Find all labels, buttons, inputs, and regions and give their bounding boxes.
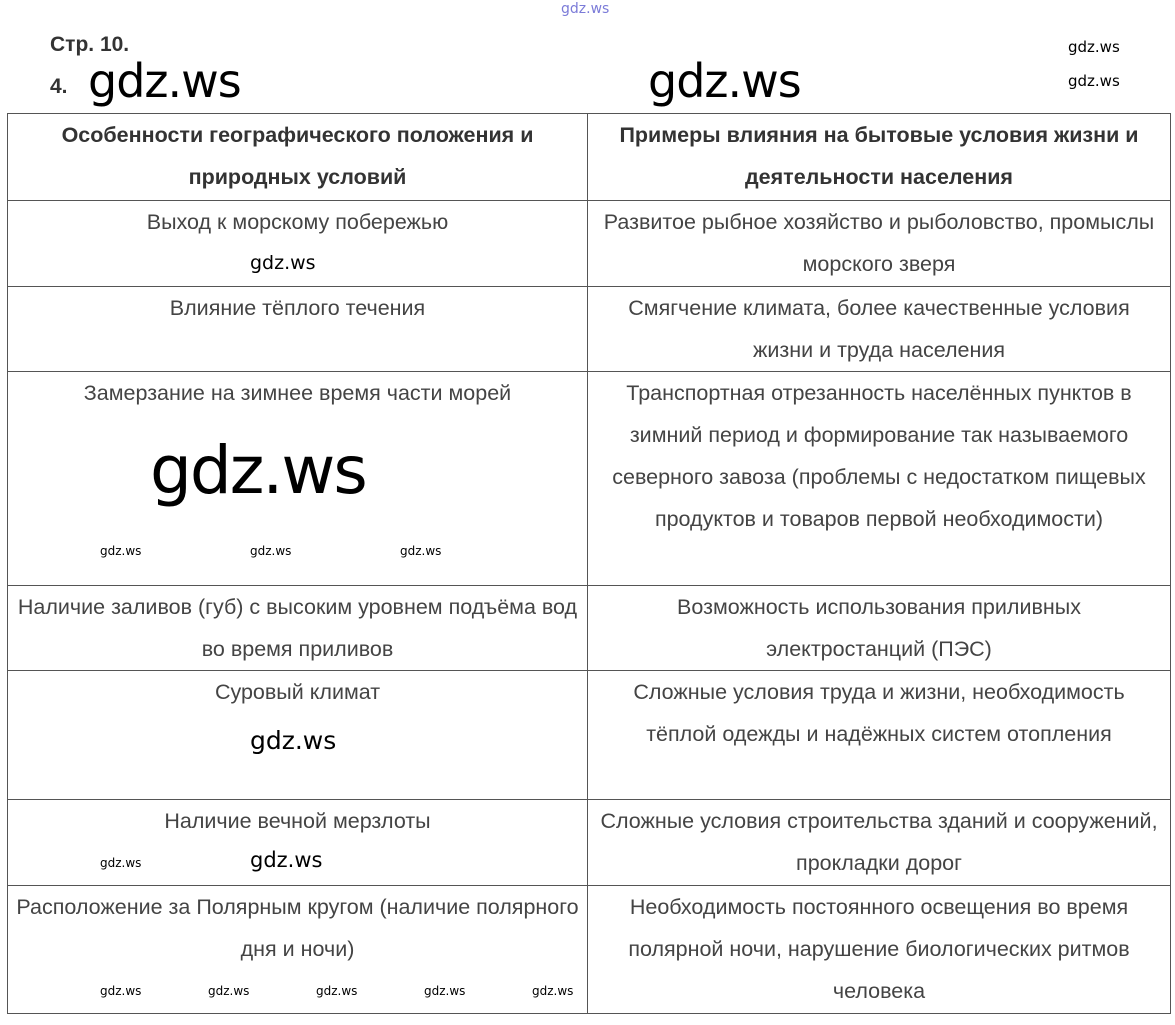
- table-row: Суровый климат Сложные условия труда и ж…: [7, 670, 1171, 800]
- watermark: gdz.ws: [250, 544, 292, 558]
- table-header-row: Особенности географического положения и …: [7, 113, 1171, 201]
- watermark: gdz.ws: [250, 252, 316, 274]
- header-cell: Особенности географического положения и …: [7, 113, 588, 201]
- table-row: Замерзание на зимнее время части морей Т…: [7, 371, 1171, 586]
- watermark: gdz.ws: [424, 984, 466, 998]
- table-cell: Расположение за Полярным кругом (наличие…: [7, 885, 588, 1014]
- table-row: Расположение за Полярным кругом (наличие…: [7, 885, 1171, 1014]
- watermark: gdz.ws: [88, 54, 242, 108]
- table-cell: Возможность использования приливных элек…: [587, 585, 1171, 671]
- watermark: gdz.ws: [1068, 38, 1120, 56]
- watermark: gdz.ws: [208, 984, 250, 998]
- table-cell: Сложные условия труда и жизни, необходим…: [587, 670, 1171, 800]
- watermark: gdz.ws: [100, 544, 142, 558]
- table-cell: Влияние тёплого течения: [7, 286, 588, 372]
- watermark: gdz.ws: [1068, 72, 1120, 90]
- task-number: 4.: [50, 75, 68, 98]
- table-cell: Наличие вечной мерзлоты: [7, 799, 588, 886]
- table-cell: Необходимость постоянного освещения во в…: [587, 885, 1171, 1014]
- watermark: gdz.ws: [250, 726, 337, 755]
- table-cell: Выход к морскому побережью: [7, 200, 588, 287]
- table-cell: Суровый климат: [7, 670, 588, 800]
- watermark: gdz.ws: [316, 984, 358, 998]
- answer-table: Особенности географического положения и …: [7, 113, 1171, 1014]
- watermark: gdz.ws: [250, 848, 323, 872]
- page-label: Стр. 10.: [50, 33, 130, 56]
- table-cell: Развитое рыбное хозяйство и рыболовство,…: [587, 200, 1171, 287]
- table-cell: Смягчение климата, более качественные ус…: [587, 286, 1171, 372]
- watermark: gdz.ws: [100, 984, 142, 998]
- table-cell: Замерзание на зимнее время части морей: [7, 371, 588, 586]
- table-row: Наличие вечной мерзлоты Сложные условия …: [7, 799, 1171, 886]
- table-row: Выход к морскому побережью Развитое рыбн…: [7, 200, 1171, 287]
- table-row: Наличие заливов (губ) с высоким уровнем …: [7, 585, 1171, 671]
- table-cell: Сложные условия строительства зданий и с…: [587, 799, 1171, 886]
- table-cell: Наличие заливов (губ) с высоким уровнем …: [7, 585, 588, 671]
- watermark: gdz.ws: [561, 1, 610, 17]
- header-cell: Примеры влияния на бытовые условия жизни…: [587, 113, 1171, 201]
- watermark: gdz.ws: [648, 54, 802, 108]
- watermark: gdz.ws: [532, 984, 574, 998]
- watermark: gdz.ws: [400, 544, 442, 558]
- watermark: gdz.ws: [100, 856, 142, 870]
- table-row: Влияние тёплого течения Смягчение климат…: [7, 286, 1171, 372]
- table-cell: Транспортная отрезанность населённых пун…: [587, 371, 1171, 586]
- watermark: gdz.ws: [150, 432, 368, 509]
